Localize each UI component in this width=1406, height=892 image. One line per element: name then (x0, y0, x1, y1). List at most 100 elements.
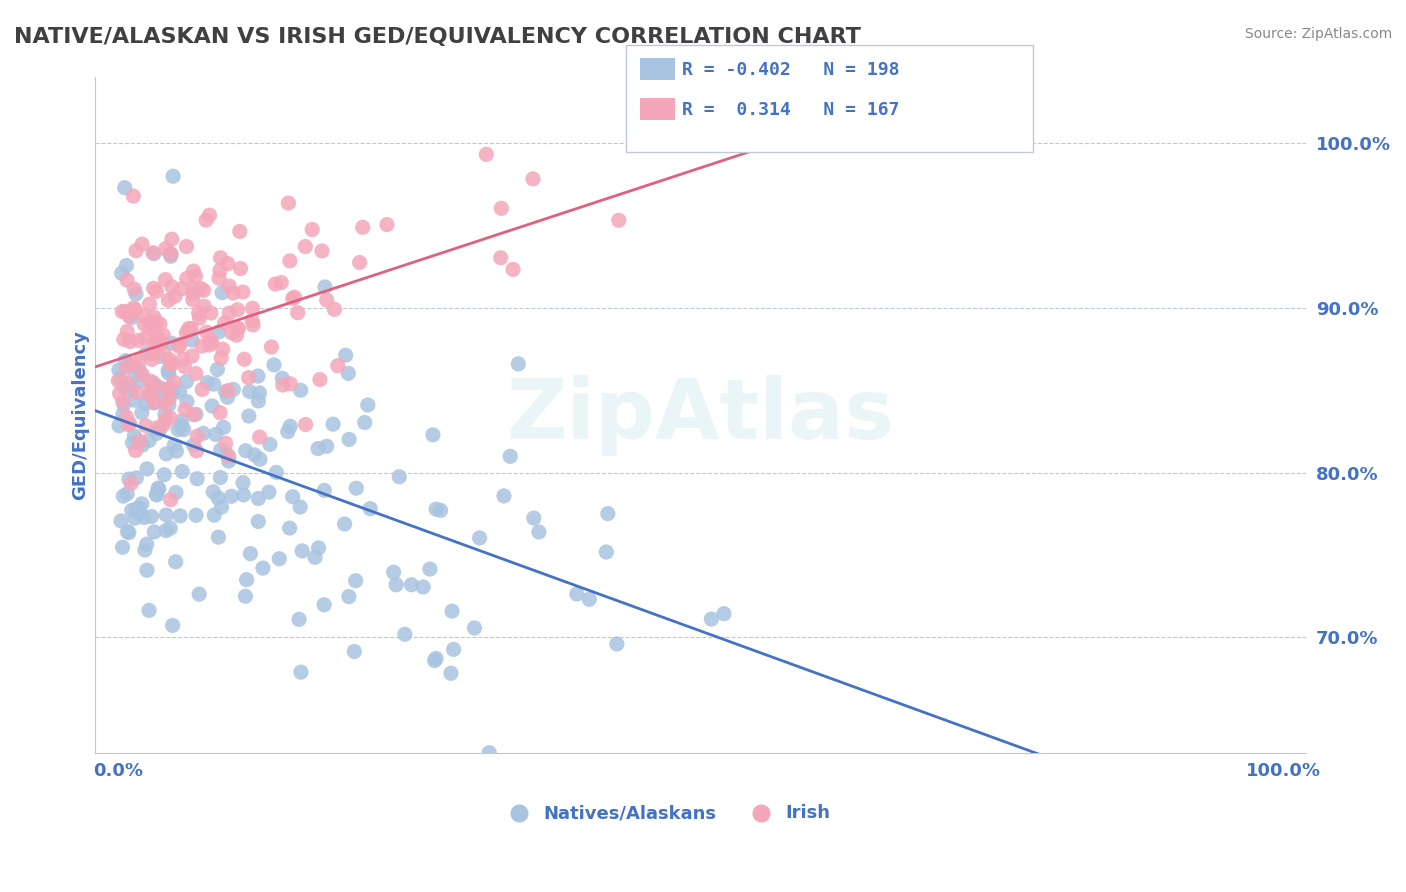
Point (278, 521, 301, 535)
Point (138, 388, 160, 402)
Point (145, 387, 167, 401)
Point (700, 612, 723, 626)
Point (315, 293, 337, 307)
Point (114, 180, 136, 194)
Point (125, 471, 148, 485)
Point (155, 412, 177, 426)
Point (124, 443, 146, 458)
Point (388, 470, 411, 484)
Point (240, 313, 263, 327)
Point (307, 442, 329, 456)
Point (359, 501, 381, 516)
Point (153, 407, 176, 421)
Point (114, 304, 136, 318)
Point (122, 393, 145, 408)
Point (215, 436, 238, 450)
Point (208, 263, 231, 277)
Point (326, 359, 349, 373)
Point (322, 417, 344, 431)
Point (153, 417, 176, 431)
Point (120, 310, 142, 325)
Point (117, 417, 139, 432)
Point (596, 507, 619, 521)
Point (209, 351, 232, 365)
Point (198, 208, 221, 222)
Point (207, 362, 229, 376)
Text: ZipAtlas: ZipAtlas (506, 375, 894, 456)
Point (142, 335, 165, 350)
Point (141, 315, 163, 329)
Point (278, 419, 301, 434)
Point (260, 340, 283, 354)
Point (333, 516, 356, 531)
Point (323, 302, 346, 317)
Point (114, 380, 136, 394)
Point (290, 500, 312, 514)
Point (463, 621, 485, 635)
Point (277, 196, 299, 211)
Point (491, 202, 513, 216)
Point (288, 612, 311, 626)
Point (118, 309, 141, 323)
Point (155, 272, 177, 286)
Point (124, 429, 146, 443)
Point (188, 311, 211, 326)
Point (412, 580, 434, 594)
Point (382, 565, 405, 579)
Point (165, 444, 187, 458)
Point (201, 335, 224, 350)
Point (159, 357, 181, 371)
Point (108, 363, 131, 377)
Point (142, 376, 165, 390)
Point (422, 427, 444, 442)
Point (165, 555, 187, 569)
Point (132, 309, 155, 323)
Point (112, 489, 135, 503)
Point (352, 220, 374, 235)
Point (184, 508, 207, 523)
Point (115, 409, 138, 424)
Point (148, 482, 170, 496)
Point (425, 502, 447, 516)
Point (489, 251, 512, 265)
Point (120, 382, 142, 396)
Point (124, 302, 146, 317)
Point (169, 337, 191, 351)
Point (117, 486, 139, 500)
Point (157, 398, 180, 412)
Point (139, 374, 162, 388)
Point (160, 336, 183, 351)
Point (246, 369, 269, 384)
Point (134, 510, 156, 524)
Point (142, 245, 165, 260)
Point (124, 511, 146, 525)
Point (111, 407, 134, 421)
Point (183, 264, 205, 278)
Point (110, 514, 132, 528)
Point (160, 280, 183, 294)
Point (122, 189, 145, 203)
Point (201, 399, 224, 413)
Point (186, 429, 208, 443)
Point (162, 169, 184, 184)
Point (232, 475, 254, 490)
Point (311, 244, 333, 258)
Point (281, 490, 304, 504)
Point (238, 409, 260, 423)
Point (423, 654, 446, 668)
Point (152, 382, 174, 396)
Text: Source: ZipAtlas.com: Source: ZipAtlas.com (1244, 27, 1392, 41)
Point (131, 368, 153, 382)
Point (271, 378, 294, 392)
Point (163, 438, 186, 452)
Point (218, 279, 240, 293)
Point (157, 293, 180, 308)
Point (225, 328, 247, 343)
Point (222, 383, 245, 397)
Point (291, 544, 314, 558)
Point (143, 322, 166, 336)
Point (153, 347, 176, 361)
Point (122, 301, 145, 315)
Point (238, 370, 260, 384)
Point (209, 442, 232, 457)
